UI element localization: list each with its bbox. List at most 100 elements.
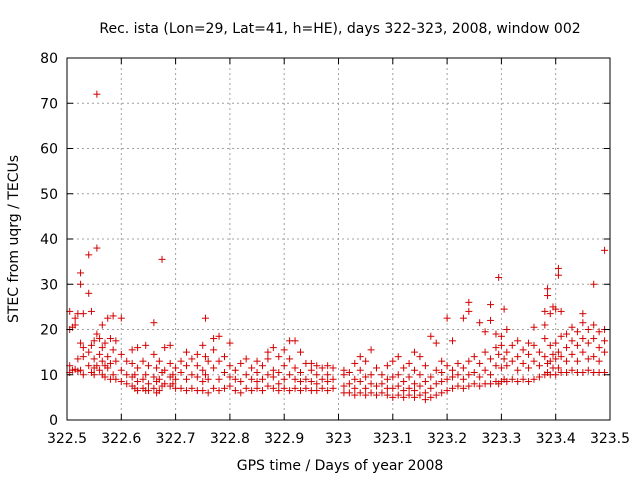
data-point (93, 90, 101, 98)
data-point (525, 364, 533, 372)
data-point (199, 378, 207, 386)
data-point (150, 319, 158, 327)
data-point (394, 382, 402, 390)
data-point (421, 362, 429, 370)
data-point (356, 366, 364, 374)
data-point (226, 362, 234, 370)
data-point (508, 357, 516, 365)
data-point (500, 305, 508, 313)
data-point (161, 344, 169, 352)
data-point (144, 380, 152, 388)
data-point (383, 391, 391, 399)
data-point (427, 332, 435, 340)
data-point (459, 384, 467, 392)
data-point (340, 382, 348, 390)
data-point (188, 371, 196, 379)
data-point (394, 391, 402, 399)
data-point (324, 371, 332, 379)
data-point (296, 348, 304, 356)
data-point (492, 330, 500, 338)
data-point (161, 366, 169, 374)
data-point (546, 357, 554, 365)
data-point (530, 341, 538, 349)
data-point (421, 378, 429, 386)
data-point (568, 350, 576, 358)
data-point (367, 371, 375, 379)
data-point (220, 384, 228, 392)
x-tick-label: 322.7 (156, 431, 196, 447)
data-point (269, 384, 277, 392)
data-point (177, 357, 185, 365)
data-point (210, 384, 218, 392)
data-point (389, 357, 397, 365)
data-point (101, 339, 109, 347)
data-point (71, 314, 79, 322)
data-point (210, 346, 218, 354)
data-point (449, 337, 457, 345)
data-point (296, 378, 304, 386)
data-point (519, 375, 527, 383)
data-point (77, 280, 85, 288)
data-point (595, 357, 603, 365)
data-point (87, 341, 95, 349)
data-point (584, 366, 592, 374)
data-point (201, 314, 209, 322)
data-point (93, 244, 101, 252)
data-point (139, 357, 147, 365)
data-point (313, 387, 321, 395)
data-point (378, 371, 386, 379)
data-point (411, 380, 419, 388)
data-point (210, 364, 218, 372)
data-point (411, 393, 419, 401)
x-tick-label: 322.8 (210, 431, 250, 447)
data-point (514, 353, 522, 361)
data-point (541, 353, 549, 361)
data-point (503, 378, 511, 386)
data-point (465, 357, 473, 365)
data-point (411, 366, 419, 374)
data-point (90, 337, 98, 345)
chart-title: Rec. ista (Lon=29, Lat=41, h=HE), days 3… (99, 21, 580, 37)
x-tick-label: 322.5 (47, 431, 87, 447)
data-point (552, 339, 560, 347)
data-point (443, 387, 451, 395)
y-tick-label: 50 (40, 187, 58, 203)
data-point (158, 255, 166, 263)
data-point (579, 335, 587, 343)
data-point (258, 362, 266, 370)
data-point (568, 337, 576, 345)
data-point (172, 375, 180, 383)
data-point (481, 328, 489, 336)
data-point (193, 350, 201, 358)
data-point (487, 371, 495, 379)
data-point (128, 346, 136, 354)
data-point (378, 380, 386, 388)
data-point (291, 364, 299, 372)
data-point (188, 355, 196, 363)
data-point (166, 341, 174, 349)
data-point (329, 375, 337, 383)
data-point (535, 348, 543, 356)
data-point (405, 359, 413, 367)
data-point (275, 380, 283, 388)
data-point (199, 366, 207, 374)
data-point (231, 387, 239, 395)
data-point (117, 378, 125, 386)
data-point (411, 387, 419, 395)
data-point (411, 348, 419, 356)
data-point (362, 384, 370, 392)
data-point (449, 373, 457, 381)
data-point (549, 350, 557, 358)
data-point (77, 339, 85, 347)
data-point (400, 378, 408, 386)
data-point (416, 353, 424, 361)
data-point (449, 384, 457, 392)
data-point (557, 332, 565, 340)
data-point (573, 328, 581, 336)
data-point (495, 273, 503, 281)
data-point (96, 366, 104, 374)
data-point (525, 339, 533, 347)
data-point (201, 353, 209, 361)
data-point (476, 359, 484, 367)
